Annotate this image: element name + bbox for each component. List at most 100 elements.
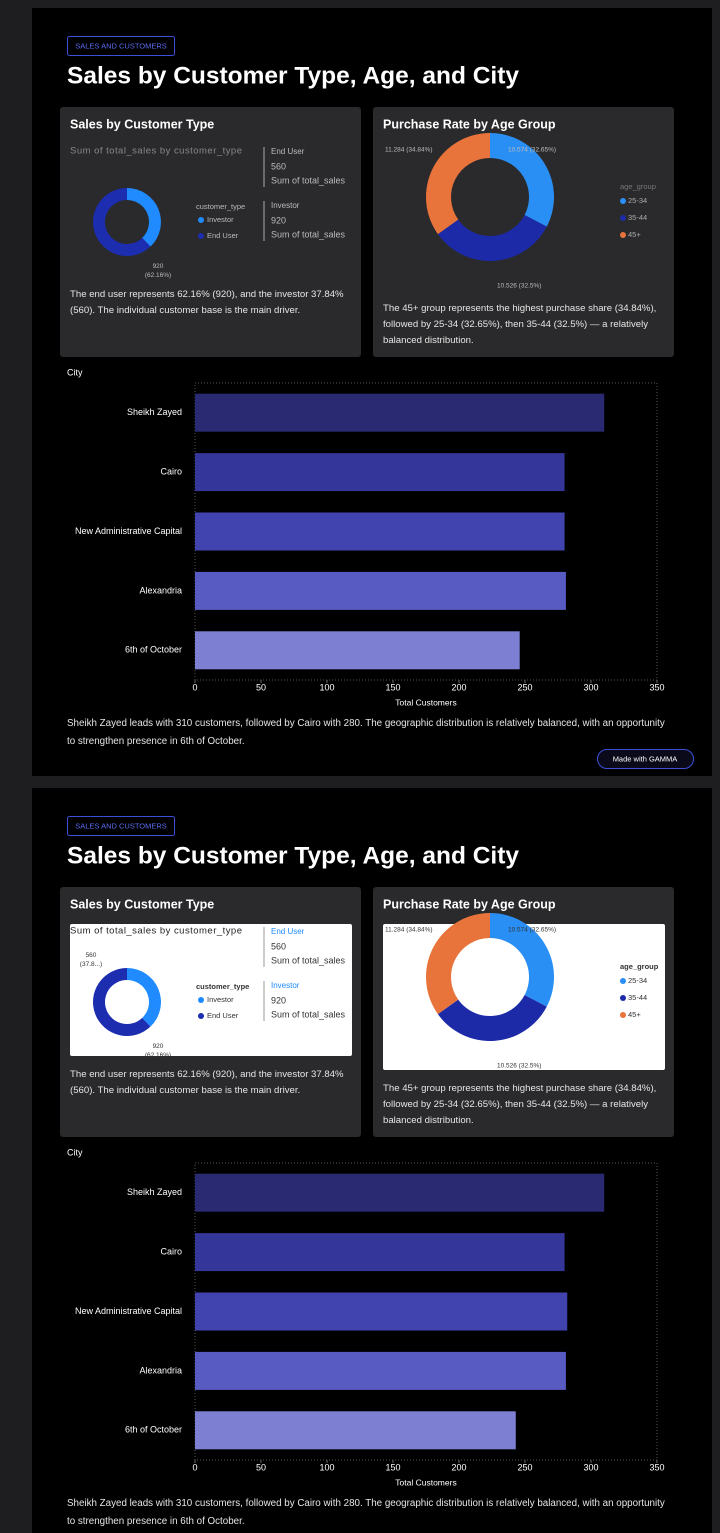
card-title: Sales by Customer Type — [70, 117, 214, 131]
donut-slice — [426, 913, 490, 1015]
chart-subtitle: Sum of total_sales by customer_type — [70, 146, 242, 157]
y-tick-label: Cairo — [160, 466, 182, 476]
value-label: 10.574 (32.65%) — [508, 147, 556, 154]
badge-label: Made with GAMMA — [613, 754, 678, 763]
slide: SALES AND CUSTOMERS Sales by Customer Typ… — [32, 8, 712, 776]
legend-marker — [620, 1012, 626, 1018]
x-tick-label: 300 — [583, 682, 598, 692]
tooltip-value: 560 — [271, 941, 286, 951]
value-label: 10.526 (32.5%) — [497, 1063, 541, 1070]
y-tick-label: 6th of October — [125, 645, 182, 655]
tooltip-label: Investor — [271, 981, 300, 990]
legend-label: 45+ — [628, 230, 641, 239]
tooltip-measure: Sum of total_sales — [271, 1009, 346, 1019]
plot-frame — [194, 382, 658, 681]
donut-slice — [490, 913, 554, 1007]
value-label: 920 (62.16%) — [145, 263, 171, 279]
legend-marker — [620, 978, 626, 984]
donut-slice — [93, 188, 151, 256]
x-tick-label: 250 — [517, 1462, 532, 1472]
card-description: The 45+ group represents the highest pur… — [383, 1083, 657, 1126]
tag-box — [67, 36, 175, 56]
x-tick-label: 50 — [256, 1462, 266, 1472]
tooltip-value: 920 — [271, 995, 286, 1005]
tag: SALES AND CUSTOMERS — [75, 41, 167, 50]
x-tick-label: 350 — [649, 682, 664, 692]
tooltip-value: 920 — [271, 215, 286, 225]
donut-slice — [490, 133, 554, 227]
bar — [195, 453, 565, 492]
slide-title: Sales by Customer Type, Age, and City — [67, 62, 519, 89]
card-title: Purchase Rate by Age Group — [383, 897, 556, 911]
tooltip-label: Investor — [271, 201, 300, 210]
legend-title: customer_type — [196, 202, 245, 211]
bar — [195, 512, 565, 551]
donut-slice — [437, 995, 547, 1041]
x-tick-label: 0 — [192, 1462, 197, 1472]
axis-title: Total Customers — [395, 697, 456, 707]
slide-canvas: SALES AND CUSTOMERS Sales by Customer Typ… — [60, 36, 694, 769]
x-tick-label: 200 — [451, 682, 466, 692]
card-title: Sales by Customer Type — [70, 897, 214, 911]
slide-canvas: SALES AND CUSTOMERS Sales by Customer Typ… — [60, 816, 674, 1487]
tooltip-value: 560 — [271, 161, 286, 171]
legend-label: 45+ — [628, 1010, 641, 1019]
tooltip-measure: Sum of total_sales — [271, 955, 346, 965]
x-tick-label: 250 — [517, 682, 532, 692]
y-tick-label: Sheikh Zayed — [127, 1187, 182, 1197]
value-label: 10.526 (32.5%) — [497, 283, 541, 290]
chart-description: Sheikh Zayed leads with 310 customers, f… — [67, 718, 665, 747]
value-label: 560 (37.8...) — [80, 952, 102, 968]
y-tick-label: 6th of October — [125, 1425, 182, 1435]
x-tick-label: 150 — [385, 1462, 400, 1472]
y-tick-label: Alexandria — [139, 1365, 182, 1375]
legend-marker — [198, 997, 204, 1003]
bar — [195, 1173, 605, 1212]
chart-description: Sheikh Zayed leads with 310 customers, f… — [67, 1498, 665, 1527]
card-description: The end user represents 62.16% (920), an… — [70, 1069, 344, 1096]
legend-marker — [620, 215, 626, 221]
x-tick-label: 100 — [319, 682, 334, 692]
legend-label: Investor — [207, 215, 234, 224]
value-label: 11.284 (34.84%) — [385, 927, 433, 934]
x-tick-label: 300 — [583, 1462, 598, 1472]
badge — [597, 749, 694, 769]
tooltip-measure: Sum of total_sales — [271, 229, 346, 239]
card — [60, 107, 361, 357]
value-label: 920 (62.16%) — [145, 1043, 171, 1059]
legend-marker — [198, 217, 204, 223]
legend-title: customer_type — [196, 982, 249, 991]
legend-title: age_group — [620, 962, 659, 971]
value-label: 11.284 (34.84%) — [385, 147, 433, 154]
x-tick-label: 0 — [192, 682, 197, 692]
legend-title: age_group — [620, 182, 656, 191]
bar — [195, 393, 605, 432]
slide-title: Sales by Customer Type, Age, and City — [67, 842, 519, 869]
legend-marker — [620, 232, 626, 238]
axis-title: Total Customers — [395, 1477, 456, 1487]
x-tick-label: 350 — [649, 1462, 664, 1472]
tooltip-measure: Sum of total_sales — [271, 175, 346, 185]
card-description: The 45+ group represents the highest pur… — [383, 303, 657, 346]
legend-label: End User — [207, 231, 239, 240]
card-description: The end user represents 62.16% (920), an… — [70, 289, 344, 316]
tag-box — [67, 816, 175, 836]
legend-label: 35-44 — [628, 213, 647, 222]
y-tick-label: Sheikh Zayed — [127, 407, 182, 417]
tag: SALES AND CUSTOMERS — [75, 821, 167, 830]
legend-label: End User — [207, 1011, 239, 1020]
value-label: 10.574 (32.65%) — [508, 927, 556, 934]
x-tick-label: 50 — [256, 682, 266, 692]
y-tick-label: New Administrative Capital — [75, 526, 182, 536]
bar — [195, 1233, 565, 1272]
tooltip-label: End User — [271, 927, 305, 936]
slide: SALES AND CUSTOMERS Sales by Customer Typ… — [32, 788, 712, 1533]
legend-marker — [620, 995, 626, 1001]
tooltip-label: End User — [271, 147, 305, 156]
bar — [195, 1351, 566, 1390]
legend-marker — [198, 1013, 204, 1019]
chart-subtitle: Sum of total_sales by customer_type — [70, 926, 242, 937]
axis-title: City — [67, 367, 83, 377]
legend-marker — [198, 233, 204, 239]
